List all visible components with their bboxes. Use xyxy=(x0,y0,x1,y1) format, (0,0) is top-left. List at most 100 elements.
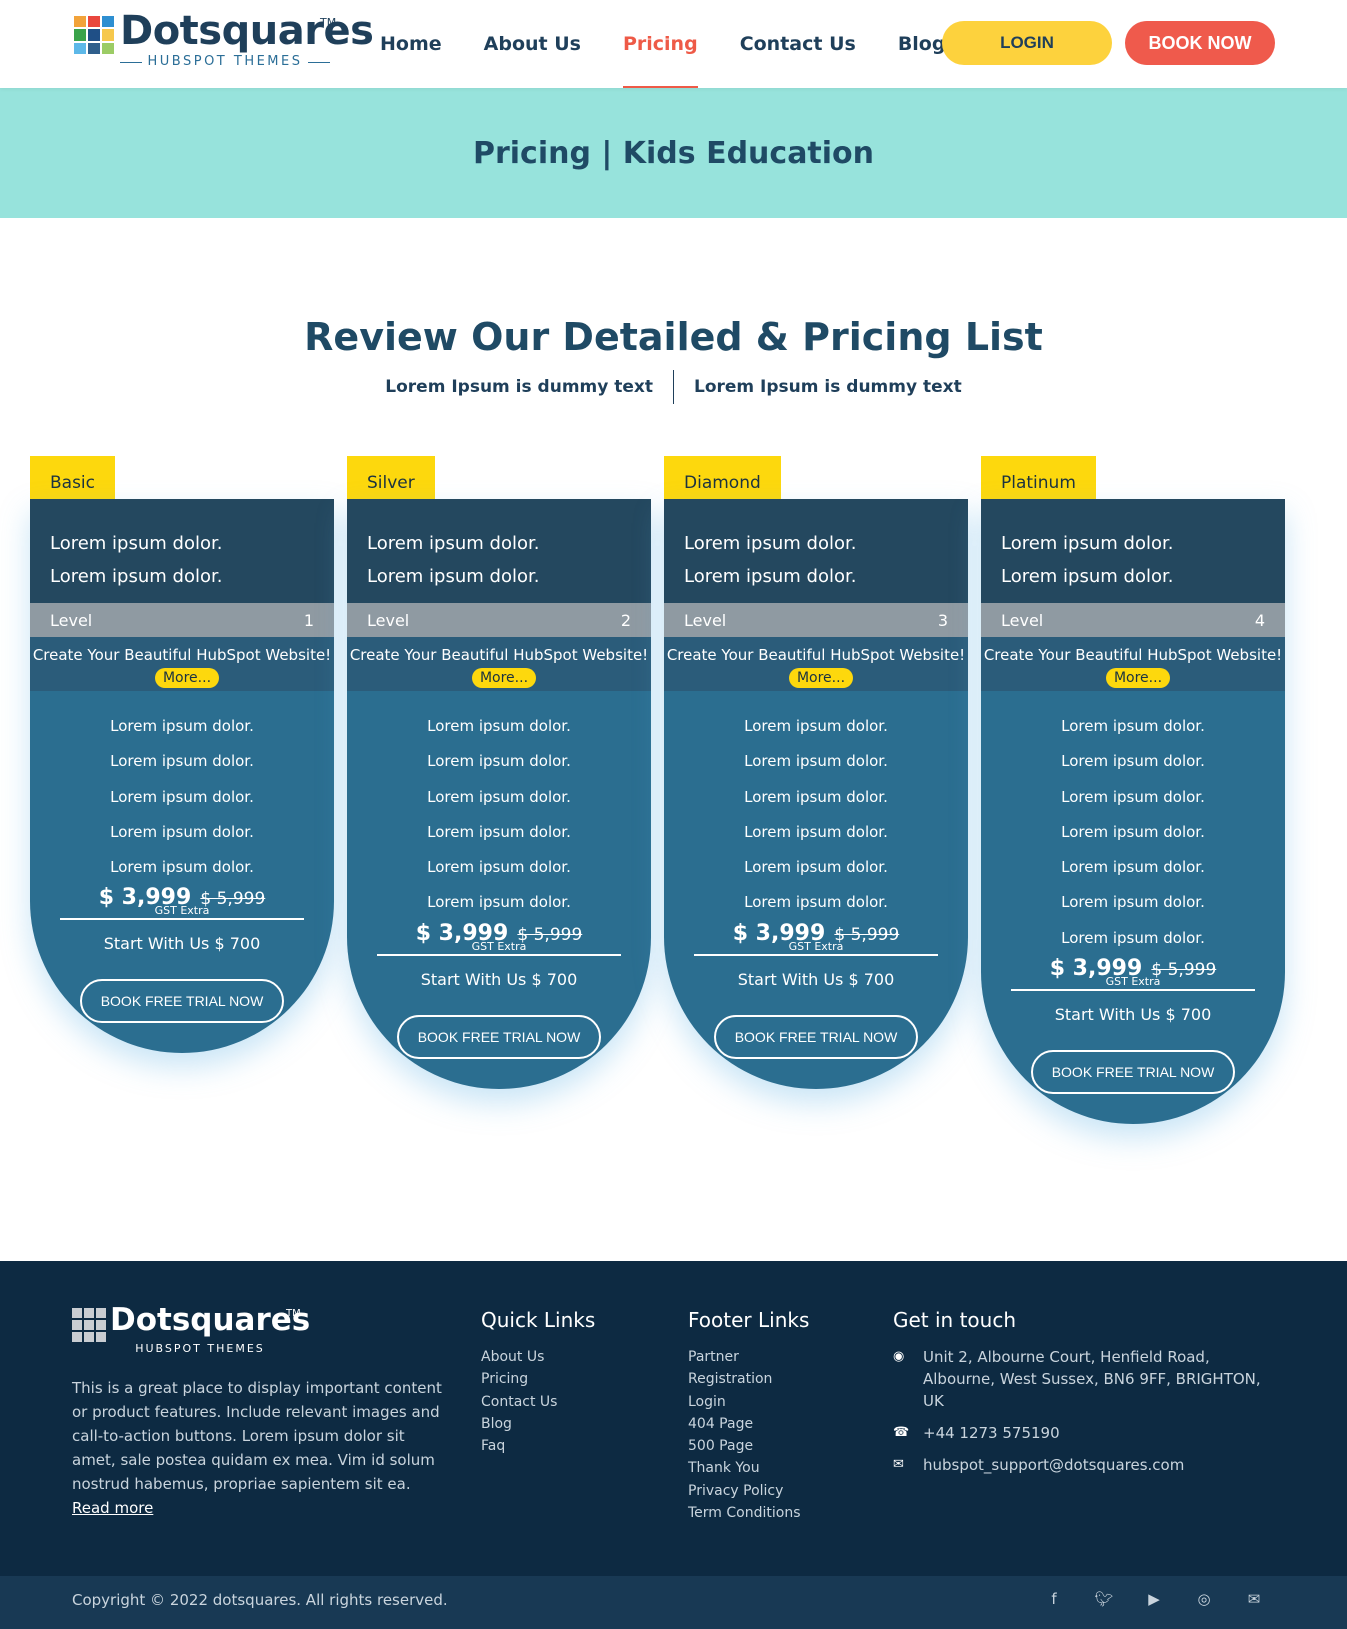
level-label: Level xyxy=(684,610,727,630)
feature-list: Lorem ipsum dolor. Lorem ipsum dolor. Lore… xyxy=(981,691,1285,956)
login-button[interactable]: LOGIN xyxy=(942,21,1112,65)
feature-item: Lorem ipsum dolor. xyxy=(427,893,571,912)
start-price: Start With Us $ 700 xyxy=(103,934,261,954)
footer-logo-trademark: TM xyxy=(286,1308,301,1319)
book-free-trial-button[interactable]: BOOK FREE TRIAL NOW xyxy=(1031,1050,1235,1095)
youtube-icon[interactable]: ▶ xyxy=(1148,1590,1160,1608)
book-now-button[interactable]: BOOK NOW xyxy=(1125,21,1275,65)
cta-text: Create Your Beautiful HubSpot Website! xyxy=(666,646,966,664)
footer-link-privacy-policy[interactable]: Privacy Policy xyxy=(688,1482,784,1499)
nav-about-us[interactable]: About Us xyxy=(483,33,581,55)
twitter-icon[interactable]: 🐦︎ xyxy=(1094,1590,1114,1608)
card-body: Lorem ipsum dolor. Lorem ipsum dolor. Le… xyxy=(347,499,651,1089)
footer-link-partner[interactable]: Partner xyxy=(688,1349,739,1365)
card-body: Lorem ipsum dolor. Lorem ipsum dolor. Le… xyxy=(664,499,968,1089)
feature-item: Lorem ipsum dolor. xyxy=(1061,893,1205,912)
price-divider xyxy=(1011,989,1255,992)
card-top: Lorem ipsum dolor. Lorem ipsum dolor. xyxy=(664,499,968,603)
feature-item: Lorem ipsum dolor. xyxy=(1061,822,1205,841)
facebook-icon[interactable]: f xyxy=(1051,1590,1057,1608)
feature-item: Lorem ipsum dolor. xyxy=(1061,752,1205,771)
mail-icon[interactable]: ✉ xyxy=(1247,1590,1261,1608)
subtitle-left: Lorem Ipsum is dummy text xyxy=(385,377,653,397)
book-free-trial-button[interactable]: BOOK FREE TRIAL NOW xyxy=(80,979,284,1024)
card-cta: Create Your Beautiful HubSpot Website! M… xyxy=(30,637,334,691)
quick-link-about-us[interactable]: About Us xyxy=(481,1349,545,1365)
level-bar: Level 1 xyxy=(30,603,334,637)
footer-link-term-conditions[interactable]: Term Conditions xyxy=(688,1505,801,1522)
section-subtitles: Lorem Ipsum is dummy text Lorem Ipsum is… xyxy=(0,370,1347,404)
price-divider xyxy=(60,918,304,921)
start-price: Start With Us $ 700 xyxy=(1054,1005,1212,1025)
footer-logo-mark-icon xyxy=(72,1308,106,1342)
copyright-bar: Copyright © 2022 dotsquares. All rights … xyxy=(0,1576,1347,1629)
quick-link-pricing[interactable]: Pricing xyxy=(481,1371,529,1388)
footer-link-500[interactable]: 500 Page xyxy=(688,1438,754,1455)
feature-list: Lorem ipsum dolor. Lorem ipsum dolor. Lore… xyxy=(30,691,334,885)
contact-phone: ☎ +44 1273 575190 xyxy=(893,1422,1273,1444)
logo-wordmark: Dotsquares xyxy=(120,8,374,54)
email-icon: ✉ xyxy=(893,1457,904,1472)
card-cta: Create Your Beautiful HubSpot Website! M… xyxy=(347,637,651,691)
logo-trademark: TM xyxy=(320,16,337,29)
footer-description-text: This is a great place to display importa… xyxy=(72,1379,442,1493)
more-button[interactable]: More... xyxy=(788,668,854,688)
gst-note: GST Extra xyxy=(154,904,210,918)
price-row: $ 3,999 $ 5,999 GST Extra xyxy=(981,956,1285,987)
section-title: Review Our Detailed & Pricing List xyxy=(304,315,1043,359)
email-text[interactable]: hubspot_support@dotsquares.com xyxy=(923,1456,1185,1474)
cta-text: Create Your Beautiful HubSpot Website! xyxy=(983,646,1283,664)
card-body: Lorem ipsum dolor. Lorem ipsum dolor. Le… xyxy=(981,499,1285,1125)
main-nav: Home About Us Pricing Contact Us Blog xyxy=(380,0,987,88)
subtitle-right: Lorem Ipsum is dummy text xyxy=(694,377,962,397)
level-number: 3 xyxy=(937,610,948,630)
nav-home[interactable]: Home xyxy=(380,33,442,55)
more-button[interactable]: More... xyxy=(1105,668,1171,688)
address-text: Unit 2, Albourne Court, Henfield Road, A… xyxy=(923,1348,1261,1410)
logo-mark-icon xyxy=(74,16,114,54)
instagram-icon[interactable]: ◎ xyxy=(1197,1590,1211,1608)
feature-item: Lorem ipsum dolor. xyxy=(110,752,254,771)
book-free-trial-button[interactable]: BOOK FREE TRIAL NOW xyxy=(714,1014,918,1059)
quick-links-column: Quick Links About Us Pricing Contact Us … xyxy=(481,1308,595,1457)
gst-note: GST Extra xyxy=(471,939,527,953)
card-top: Lorem ipsum dolor. Lorem ipsum dolor. xyxy=(30,499,334,603)
top-line: Lorem ipsum dolor. xyxy=(1001,566,1174,587)
phone-text[interactable]: +44 1273 575190 xyxy=(923,1424,1060,1442)
footer-description: This is a great place to display importa… xyxy=(72,1376,447,1520)
page-hero: Pricing | Kids Education xyxy=(0,88,1347,218)
footer-links-title: Footer Links xyxy=(688,1308,810,1332)
logo[interactable]: Dotsquares TM HUBSPOT THEMES xyxy=(74,8,374,72)
footer-link-login[interactable]: Login xyxy=(688,1393,726,1410)
more-button[interactable]: More... xyxy=(154,668,220,688)
feature-item: Lorem ipsum dolor. xyxy=(427,787,571,806)
contact-address: ◉ Unit 2, Albourne Court, Henfield Road,… xyxy=(893,1346,1273,1412)
footer-logo[interactable]: Dotsquares TM HUBSPOT THEMES xyxy=(72,1302,312,1358)
nav-blog[interactable]: Blog xyxy=(897,33,946,55)
subtitle-divider xyxy=(673,370,674,404)
quick-link-contact-us[interactable]: Contact Us xyxy=(481,1393,558,1410)
footer-link-thank-you[interactable]: Thank You xyxy=(688,1460,760,1477)
gst-note: GST Extra xyxy=(1105,975,1161,989)
feature-item: Lorem ipsum dolor. xyxy=(427,822,571,841)
footer-links-column: Footer Links Partner Registration Login … xyxy=(688,1308,809,1524)
book-free-trial-button[interactable]: BOOK FREE TRIAL NOW xyxy=(397,1014,601,1059)
feature-item: Lorem ipsum dolor. xyxy=(744,787,888,806)
card-cta: Create Your Beautiful HubSpot Website! M… xyxy=(981,637,1285,691)
level-number: 2 xyxy=(620,610,631,630)
level-number: 4 xyxy=(1254,610,1265,630)
read-more-link[interactable]: Read more xyxy=(72,1499,154,1517)
more-button[interactable]: More... xyxy=(471,668,537,688)
level-number: 1 xyxy=(303,610,314,630)
quick-link-blog[interactable]: Blog xyxy=(481,1415,512,1432)
nav-pricing[interactable]: Pricing xyxy=(622,0,698,88)
top-line: Lorem ipsum dolor. xyxy=(1001,533,1174,554)
nav-contact-us[interactable]: Contact Us xyxy=(739,33,856,55)
map-pin-icon: ◉ xyxy=(893,1349,905,1364)
contact-email: ✉ hubspot_support@dotsquares.com xyxy=(893,1454,1273,1476)
feature-item: Lorem ipsum dolor. xyxy=(744,717,888,735)
quick-link-faq[interactable]: Faq xyxy=(481,1438,506,1455)
card-cta: Create Your Beautiful HubSpot Website! M… xyxy=(664,637,968,691)
footer-link-registration[interactable]: Registration xyxy=(688,1371,773,1388)
footer-link-404[interactable]: 404 Page xyxy=(688,1415,754,1432)
